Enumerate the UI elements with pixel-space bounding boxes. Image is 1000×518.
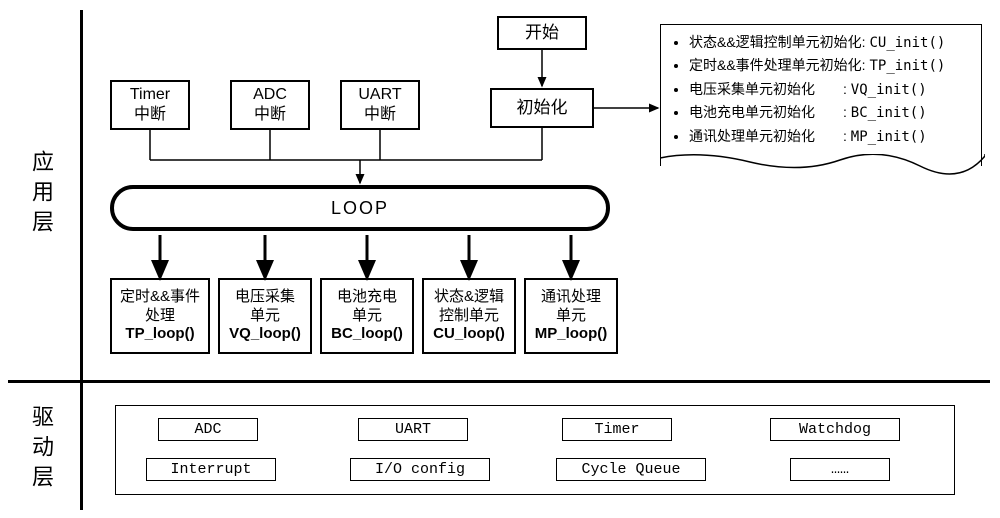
- box-init: 初始化: [490, 88, 594, 128]
- note-item-label: 定时&&事件处理单元初始化:: [689, 57, 869, 73]
- diagram-canvas: 应用层 驱动层 开始 Timer 中断 ADC 中断 UART 中断 初始化 状…: [0, 0, 1000, 518]
- unit-fn: BC_loop(): [331, 325, 403, 344]
- unit-l1: 定时&&事件: [120, 288, 200, 307]
- timer-l1: Timer: [130, 85, 170, 105]
- axis-vertical: [80, 10, 83, 510]
- unit-fn: CU_loop(): [433, 325, 505, 344]
- unit-l1: 电池充电: [337, 288, 397, 307]
- loop-node: LOOP: [110, 185, 610, 231]
- box-start: 开始: [497, 16, 587, 50]
- note-item-label: 状态&&逻辑控制单元初始化:: [689, 34, 869, 50]
- driver-module: Cycle Queue: [556, 458, 706, 481]
- unit-box: 通讯处理单元MP_loop(): [524, 278, 618, 354]
- note-item: 状态&&逻辑控制单元初始化: CU_init(): [689, 31, 971, 54]
- unit-l1: 电压采集: [235, 288, 295, 307]
- driver-module: I/O config: [350, 458, 490, 481]
- adc-l1: ADC: [253, 85, 287, 105]
- note-item-label: 电池充电单元初始化 :: [689, 104, 851, 120]
- box-timer-int: Timer 中断: [110, 80, 190, 130]
- axis-horizontal: [8, 380, 990, 383]
- note-item-fn: BC_init(): [851, 105, 927, 121]
- note-item-label: 通讯处理单元初始化 :: [689, 128, 851, 144]
- driver-module: ADC: [158, 418, 258, 441]
- unit-l2: 处理: [145, 307, 175, 326]
- driver-module: Interrupt: [146, 458, 276, 481]
- text-start: 开始: [525, 22, 559, 43]
- label-driver-layer: 驱动层: [25, 405, 57, 495]
- note-item: 通讯处理单元初始化 : MP_init(): [689, 125, 971, 148]
- unit-l2: 单元: [556, 307, 586, 326]
- unit-box: 电压采集单元VQ_loop(): [218, 278, 312, 354]
- driver-module: Timer: [562, 418, 672, 441]
- note-item-label: 电压采集单元初始化 :: [689, 81, 851, 97]
- unit-fn: MP_loop(): [535, 325, 608, 344]
- note-list: 状态&&逻辑控制单元初始化: CU_init()定时&&事件处理单元初始化: T…: [671, 31, 971, 148]
- unit-l2: 单元: [352, 307, 382, 326]
- box-uart-int: UART 中断: [340, 80, 420, 130]
- timer-l2: 中断: [134, 105, 166, 125]
- unit-box: 电池充电单元BC_loop(): [320, 278, 414, 354]
- note-item-fn: MP_init(): [851, 129, 927, 145]
- unit-box: 状态&逻辑控制单元CU_loop(): [422, 278, 516, 354]
- note-item-fn: TP_init(): [869, 58, 945, 74]
- note-torn-edge: [660, 154, 985, 178]
- unit-fn: TP_loop(): [125, 325, 194, 344]
- unit-l1: 状态&逻辑: [434, 288, 504, 307]
- box-adc-int: ADC 中断: [230, 80, 310, 130]
- driver-module: Watchdog: [770, 418, 900, 441]
- driver-module: ……: [790, 458, 890, 481]
- text-init: 初始化: [517, 97, 568, 118]
- driver-module: UART: [358, 418, 468, 441]
- uart-l1: UART: [358, 85, 401, 105]
- unit-box: 定时&&事件处理TP_loop(): [110, 278, 210, 354]
- note-item: 电池充电单元初始化 : BC_init(): [689, 101, 971, 124]
- adc-l2: 中断: [254, 105, 286, 125]
- unit-fn: VQ_loop(): [229, 325, 301, 344]
- note-item-fn: CU_init(): [869, 35, 945, 51]
- label-app-layer: 应用层: [25, 150, 57, 240]
- note-item: 定时&&事件处理单元初始化: TP_init(): [689, 54, 971, 77]
- note-item: 电压采集单元初始化 : VQ_init(): [689, 78, 971, 101]
- unit-l2: 单元: [250, 307, 280, 326]
- loop-text: LOOP: [331, 198, 389, 219]
- unit-l2: 控制单元: [439, 307, 499, 326]
- unit-l1: 通讯处理: [541, 288, 601, 307]
- note-init-list: 状态&&逻辑控制单元初始化: CU_init()定时&&事件处理单元初始化: T…: [660, 24, 982, 166]
- note-item-fn: VQ_init(): [851, 82, 927, 98]
- uart-l2: 中断: [364, 105, 396, 125]
